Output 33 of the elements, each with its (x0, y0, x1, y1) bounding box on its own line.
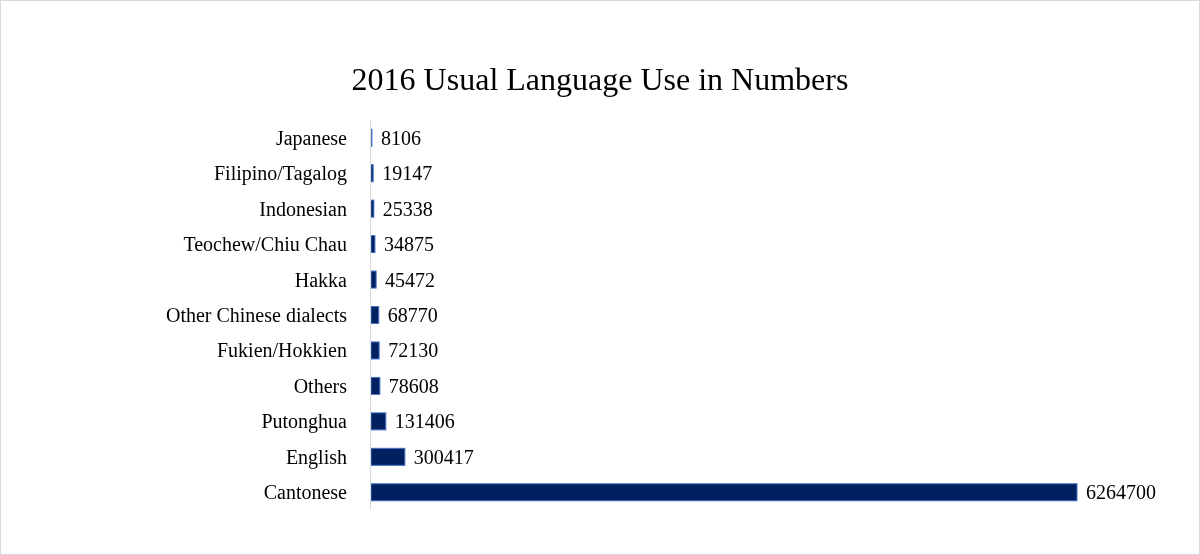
y-tick-label: Fukien/Hokkien (217, 339, 347, 362)
data-label: 34875 (383, 233, 434, 256)
bar (370, 483, 1078, 502)
data-label: 78608 (388, 374, 439, 397)
data-label: 19147 (382, 162, 433, 185)
bar (370, 412, 387, 431)
y-tick-label: Filipino/Tagalog (213, 162, 347, 186)
bar (370, 199, 375, 218)
bar (370, 447, 406, 466)
bar (370, 164, 374, 183)
y-tick-label: Hakka (294, 268, 348, 291)
y-tick-label: Other Chinese dialects (165, 304, 348, 326)
data-label: 68770 (387, 304, 438, 326)
y-tick-label: Others (293, 374, 348, 397)
bar (370, 305, 380, 325)
data-label: 300417 (413, 445, 474, 468)
data-label: 45472 (385, 268, 436, 291)
data-label: 25338 (382, 197, 433, 220)
bar (370, 235, 376, 254)
data-label: 6264700 (1086, 481, 1156, 504)
y-tick-label: Teochew/Chiu Chau (183, 233, 347, 256)
bar (370, 341, 380, 360)
data-label: 72130 (388, 339, 439, 362)
y-tick-label: Cantonese (263, 481, 348, 504)
bar (370, 270, 377, 289)
y-tick-label: Putonghua (261, 410, 348, 434)
bar (370, 376, 381, 395)
data-label: 8106 (380, 126, 421, 149)
y-tick-label: English (285, 445, 347, 469)
y-tick-label: Japanese (275, 126, 348, 150)
data-label: 131406 (394, 410, 455, 433)
chart-title: 2016 Usual Language Use in Numbers (351, 61, 849, 97)
y-tick-label: Indonesian (259, 197, 347, 220)
